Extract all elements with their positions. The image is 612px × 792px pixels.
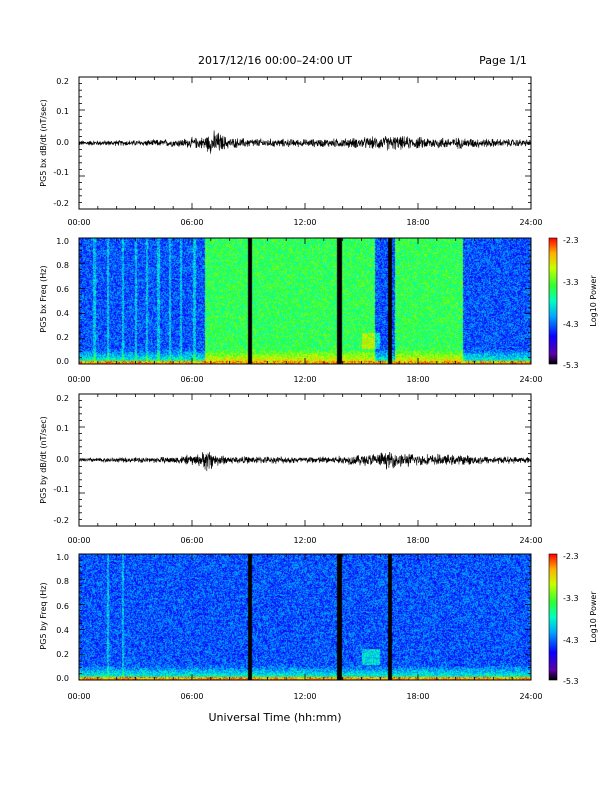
colorbar-bx: -2.3 -3.3 -4.3 -5.3 Log10 Power xyxy=(548,236,598,370)
y-tick-label: 0.6 xyxy=(56,285,69,294)
colorbar-label: Log10 Power xyxy=(589,275,598,327)
colorbar-bx-scale xyxy=(548,237,558,365)
spectrogram-by xyxy=(79,554,531,680)
x-tick-label: 18:00 xyxy=(406,536,429,545)
spectrogram-bx xyxy=(79,238,531,364)
panel-by-freq-ylabel: PG5 by Freq (Hz) xyxy=(39,582,48,649)
y-tick-label: 0.2 xyxy=(56,77,69,86)
x-tick-label: 06:00 xyxy=(180,375,203,384)
colorbar-tick-label: -4.3 xyxy=(563,320,579,329)
colorbar-tick-label: -3.3 xyxy=(563,278,579,287)
x-tick-label: 00:00 xyxy=(67,692,90,701)
y-tick-label: 0.0 xyxy=(56,357,69,366)
y-tick-label: 1.0 xyxy=(56,237,69,246)
colorbar-tick-label: -4.3 xyxy=(563,636,579,645)
y-tick-label: 1.0 xyxy=(56,553,69,562)
figure-title: 2017/12/16 00:00–24:00 UT xyxy=(198,54,352,67)
panel-bx-freq-frame xyxy=(78,237,532,365)
x-tick-label: 00:00 xyxy=(67,375,90,384)
x-tick-label: 18:00 xyxy=(406,218,429,227)
y-tick-label: 0.4 xyxy=(56,309,69,318)
panel-bx-dbdt-xticks: 00:00 06:00 12:00 18:00 24:00 xyxy=(67,218,542,227)
y-tick-label: 0.6 xyxy=(56,602,69,611)
panel-by-freq-yticks: 1.0 0.8 0.6 0.4 0.2 0.0 xyxy=(56,553,69,683)
panel-bx-dbdt: PG5 bx dB/dt (nT/sec) 0.2 0.1 0.0 -0.1 -… xyxy=(39,76,543,227)
y-tick-label: 0.1 xyxy=(56,424,69,433)
panel-bx-freq-ylabel: PG5 bx Freq (Hz) xyxy=(39,265,48,332)
colorbar-by: -2.3 -3.3 -4.3 -5.3 Log10 Power xyxy=(548,552,598,686)
x-tick-label: 12:00 xyxy=(293,218,316,227)
panel-bx-freq-yticks: 1.0 0.8 0.6 0.4 0.2 0.0 xyxy=(56,237,69,366)
x-tick-label: 24:00 xyxy=(519,218,542,227)
panel-bx-dbdt-ylabel: PG5 bx dB/dt (nT/sec) xyxy=(39,99,48,186)
colorbar-by-scale xyxy=(548,553,558,681)
x-tick-label: 24:00 xyxy=(519,536,542,545)
panel-by-freq-frame xyxy=(78,553,532,681)
panel-bx-freq: PG5 bx Freq (Hz) 1.0 0.8 0.6 0.4 0.2 0.0… xyxy=(39,236,598,384)
x-tick-label: 18:00 xyxy=(406,692,429,701)
y-tick-label: 0.0 xyxy=(56,674,69,683)
panel-by-freq: PG5 by Freq (Hz) 1.0 0.8 0.6 0.4 0.2 0.0… xyxy=(39,552,598,701)
panel-by-dbdt-frame xyxy=(78,393,532,527)
x-axis-title: Universal Time (hh:mm) xyxy=(209,711,342,724)
y-tick-label: -0.1 xyxy=(53,485,69,494)
y-tick-label: 0.8 xyxy=(56,261,69,270)
panel-by-dbdt-xticks: 00:00 06:00 12:00 18:00 24:00 xyxy=(67,536,542,545)
x-tick-label: 18:00 xyxy=(406,375,429,384)
y-tick-label: -0.1 xyxy=(53,168,69,177)
colorbar-label: Log10 Power xyxy=(589,591,598,643)
y-tick-label: -0.2 xyxy=(53,516,69,525)
x-tick-label: 12:00 xyxy=(293,536,316,545)
y-tick-label: 0.4 xyxy=(56,626,69,635)
series-by-dbdt xyxy=(78,451,532,472)
y-tick-label: 0.2 xyxy=(56,650,69,659)
x-tick-label: 00:00 xyxy=(67,536,90,545)
y-tick-label: 0.0 xyxy=(56,138,69,147)
y-tick-label: 0.8 xyxy=(56,577,69,586)
panel-bx-freq-xticks: 00:00 06:00 12:00 18:00 24:00 xyxy=(67,375,542,384)
colorbar-tick-label: -5.3 xyxy=(563,361,579,370)
x-tick-label: 06:00 xyxy=(180,218,203,227)
x-tick-label: 24:00 xyxy=(519,375,542,384)
panel-by-dbdt-yticks: 0.2 0.1 0.0 -0.1 -0.2 xyxy=(53,394,69,525)
x-tick-label: 06:00 xyxy=(180,692,203,701)
y-tick-label: -0.2 xyxy=(53,199,69,208)
y-tick-label: 0.2 xyxy=(56,394,69,403)
y-tick-label: 0.0 xyxy=(56,455,69,464)
y-tick-label: 0.2 xyxy=(56,333,69,342)
colorbar-tick-label: -2.3 xyxy=(563,552,579,561)
panel-by-dbdt-ylabel: PG5 by dB/dt (nT/sec) xyxy=(39,416,48,503)
x-tick-label: 12:00 xyxy=(293,375,316,384)
panel-bx-dbdt-frame xyxy=(78,76,532,210)
x-tick-label: 24:00 xyxy=(519,692,542,701)
panel-by-freq-xticks: 00:00 06:00 12:00 18:00 24:00 xyxy=(67,692,542,701)
panel-by-dbdt: PG5 by dB/dt (nT/sec) 0.2 0.1 0.0 -0.1 -… xyxy=(39,393,543,545)
colorbar-tick-label: -5.3 xyxy=(563,677,579,686)
page-indicator: Page 1/1 xyxy=(479,54,527,67)
x-tick-label: 06:00 xyxy=(180,536,203,545)
x-tick-label: 12:00 xyxy=(293,692,316,701)
panel-bx-dbdt-yticks: 0.2 0.1 0.0 -0.1 -0.2 xyxy=(53,77,69,208)
colorbar-tick-label: -3.3 xyxy=(563,594,579,603)
series-bx-dbdt xyxy=(78,130,532,154)
x-tick-label: 00:00 xyxy=(67,218,90,227)
colorbar-tick-label: -2.3 xyxy=(563,236,579,245)
y-tick-label: 0.1 xyxy=(56,107,69,116)
